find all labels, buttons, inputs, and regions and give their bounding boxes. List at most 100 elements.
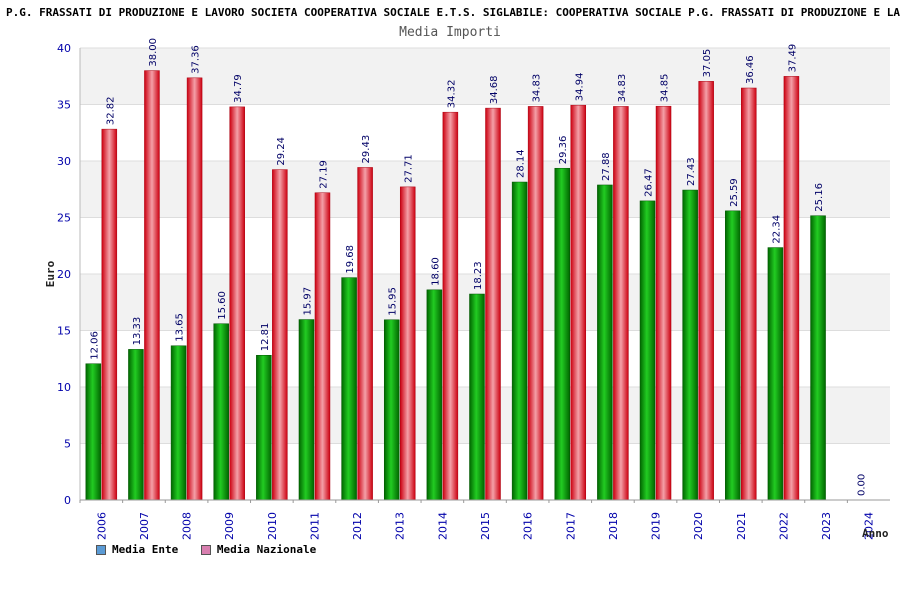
bar-ente-2017 (554, 167, 571, 501)
x-tick-label: 2020 (692, 512, 705, 540)
data-label: 34.68 (489, 75, 500, 104)
data-label: 18.60 (430, 257, 441, 286)
data-label: 27.43 (686, 157, 697, 186)
x-tick-label: 2008 (181, 512, 194, 540)
data-label: 37.36 (191, 45, 202, 74)
bar-ente-2006 (85, 363, 102, 501)
data-label: 32.82 (105, 96, 116, 125)
bar-ente-2014 (426, 289, 443, 501)
x-tick-label: 2010 (266, 512, 279, 540)
x-tick-label: 2018 (607, 512, 620, 540)
y-tick-label: 30 (57, 155, 71, 168)
x-tick-label: 2011 (308, 512, 321, 540)
bar-nazionale-2015 (485, 107, 501, 501)
bar-ente-2023 (810, 215, 826, 501)
bar-ente-2021 (725, 210, 741, 501)
data-label: 27.71 (404, 154, 415, 183)
bar-nazionale-2013 (399, 186, 416, 501)
legend-swatch-ente (96, 544, 106, 555)
legend-swatch-nazionale (200, 544, 211, 555)
bar-nazionale-2020 (698, 81, 714, 501)
x-tick-label: 2019 (650, 512, 663, 540)
data-label: 12.06 (89, 331, 100, 360)
bar-ente-2007 (128, 349, 144, 501)
x-tick-label: 2016 (522, 512, 535, 540)
bar-ente-2008 (170, 345, 187, 501)
data-label: 34.85 (660, 74, 671, 103)
chart-title: Media Importi (399, 25, 501, 40)
bar-ente-2020 (682, 189, 698, 501)
data-label: 22.34 (771, 215, 782, 244)
bar-ente-2019 (639, 200, 656, 501)
data-label: 12.81 (260, 323, 271, 352)
data-label: 27.19 (318, 160, 329, 189)
bar-nazionale-2006 (101, 128, 118, 501)
x-tick-label: 2021 (735, 512, 748, 540)
legend: Media Ente Media Nazionale (96, 543, 332, 558)
legend-item-nazionale: Media Nazionale (200, 543, 317, 556)
data-label: 18.23 (473, 261, 484, 290)
bar-nazionale-2021 (741, 87, 757, 501)
bar-ente-2009 (213, 323, 229, 501)
data-label: 28.14 (516, 149, 527, 178)
y-tick-label: 10 (57, 381, 71, 394)
data-label: 0.00 (857, 474, 868, 496)
bar-ente-2016 (511, 181, 528, 501)
bar-nazionale-2016 (527, 106, 544, 501)
x-tick-label: 2015 (479, 512, 492, 540)
y-tick-label: 35 (57, 99, 71, 112)
bar-nazionale-2019 (655, 105, 672, 501)
data-label: 26.47 (644, 168, 655, 197)
data-label: 29.36 (558, 136, 569, 165)
bar-nazionale-2011 (314, 192, 331, 501)
data-label: 34.79 (233, 74, 244, 103)
data-label: 27.88 (601, 152, 612, 181)
x-tick-label: 2009 (223, 512, 236, 540)
bar-ente-2018 (597, 184, 613, 501)
data-label: 15.95 (388, 287, 399, 316)
data-label: 13.33 (132, 317, 143, 346)
data-label: 36.46 (745, 55, 756, 84)
data-label: 37.49 (787, 44, 798, 73)
data-label: 37.05 (702, 49, 713, 78)
bar-nazionale-2007 (144, 70, 160, 501)
data-label: 34.83 (532, 74, 543, 103)
bar-nazionale-2022 (783, 76, 800, 501)
page-title: P.G. FRASSATI DI PRODUZIONE E LAVORO SOC… (6, 6, 900, 19)
bar-ente-2011 (298, 319, 315, 501)
x-tick-label: 2014 (436, 512, 449, 540)
bar-nazionale-2008 (186, 77, 203, 501)
y-tick-label: 0 (64, 494, 71, 507)
data-label: 25.16 (814, 183, 825, 212)
bar-ente-2013 (383, 319, 400, 501)
x-tick-label: 2006 (95, 512, 108, 540)
data-label: 38.00 (148, 38, 159, 67)
y-tick-label: 25 (57, 212, 71, 225)
x-tick-label: 2024 (863, 512, 876, 540)
legend-label-ente: Media Ente (112, 543, 179, 556)
x-tick-label: 2007 (138, 512, 151, 540)
data-label: 34.32 (446, 80, 457, 109)
bar-ente-2015 (469, 293, 485, 501)
data-label: 19.68 (345, 245, 356, 274)
y-tick-label: 5 (64, 438, 71, 451)
bar-nazionale-2014 (442, 111, 459, 501)
legend-label-nazionale: Media Nazionale (216, 543, 317, 556)
bar-nazionale-2018 (613, 106, 629, 501)
x-tick-label: 2012 (351, 512, 364, 540)
bar-nazionale-2009 (229, 106, 245, 501)
x-tick-label: 2017 (564, 512, 577, 540)
bar-ente-2012 (341, 277, 357, 501)
bar-nazionale-2017 (570, 104, 587, 501)
data-label: 13.65 (175, 313, 186, 342)
bar-nazionale-2012 (357, 167, 373, 501)
data-label: 34.83 (617, 74, 628, 103)
bar-ente-2022 (767, 247, 784, 501)
data-label: 25.59 (729, 178, 740, 207)
x-tick-label: 2013 (394, 512, 407, 540)
y-tick-label: 20 (57, 268, 71, 281)
bar-ente-2010 (256, 354, 272, 501)
data-label: 15.97 (302, 287, 313, 316)
data-label: 29.24 (276, 137, 287, 166)
